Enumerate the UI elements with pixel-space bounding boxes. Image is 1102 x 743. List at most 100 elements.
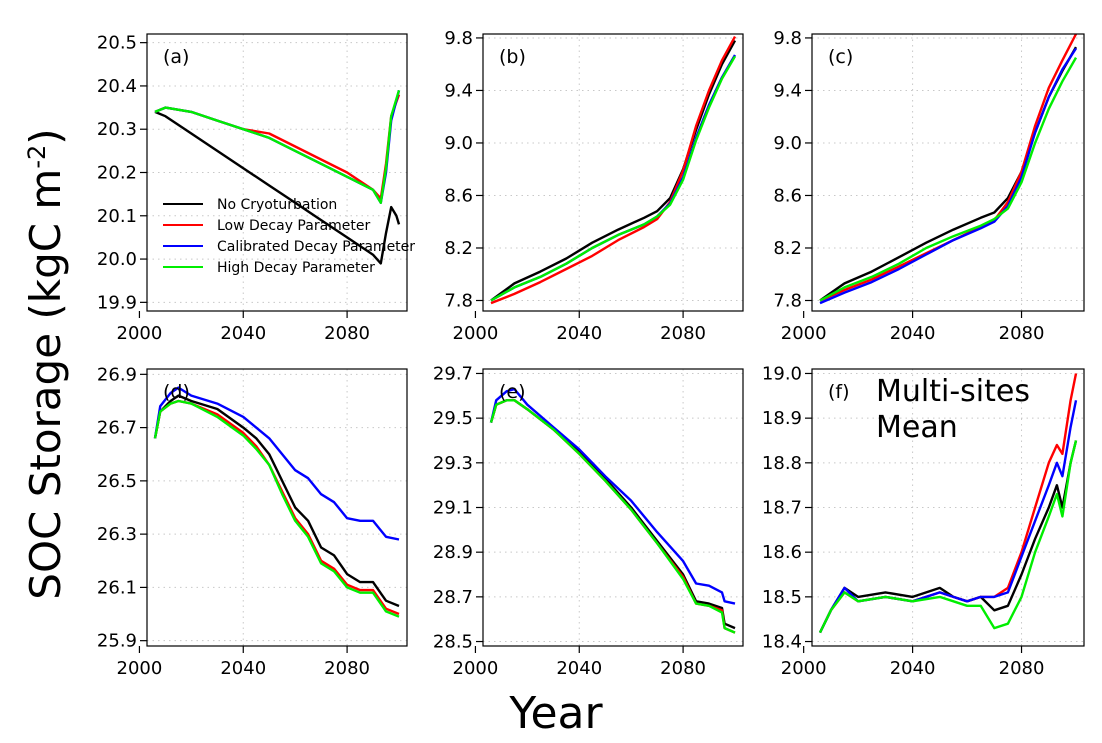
y-tick-label: 28.7 xyxy=(433,587,473,608)
y-tick-label: 20.5 xyxy=(97,33,137,54)
chart-panels: 2000 2040 2080 19.9 20.0 20.1 20.2 20.3 20.4 20.5… xyxy=(97,28,1085,679)
y-tick-label: 9.0 xyxy=(444,133,473,154)
y-tick-label: 25.9 xyxy=(97,631,137,652)
legend: No Cryoturbation Low Decay Parameter Calib… xyxy=(163,197,415,276)
series-line-high-decay-parameter xyxy=(153,399,400,618)
y-tick-label: 8.2 xyxy=(773,238,802,259)
legend-label-calibrated-decay-parameter: Calibrated Decay Parameter xyxy=(217,239,415,255)
y-tick-label: 26.9 xyxy=(97,364,137,385)
y-tick-label: 28.5 xyxy=(433,632,473,653)
y-tick-label: 19.9 xyxy=(97,292,137,313)
x-tick-label: 2000 xyxy=(117,323,163,344)
panel-label: (f) xyxy=(828,381,850,403)
y-tick-label: 7.8 xyxy=(773,290,802,311)
x-tick-label: 2080 xyxy=(660,323,706,344)
panel-c: 2000 2040 2080 7.8 8.2 8.6 9.0 9.4 9.8 (c) xyxy=(773,28,1085,344)
x-tick-label: 2040 xyxy=(890,323,936,344)
x-tick-label: 2000 xyxy=(781,323,827,344)
panel-label: (b) xyxy=(499,46,526,68)
series-line-low-decay-parameter xyxy=(489,399,736,634)
series-line-high-decay-parameter xyxy=(818,440,1078,634)
panel-label: (a) xyxy=(163,46,189,68)
y-tick-label: 29.5 xyxy=(433,408,473,429)
x-tick-label: 2040 xyxy=(556,658,602,679)
x-tick-label: 2040 xyxy=(556,323,602,344)
panel-annotation: Multi-sites xyxy=(876,374,1030,409)
y-tick-label: 18.4 xyxy=(762,632,802,653)
y-tick-label: 20.0 xyxy=(97,249,137,270)
x-tick-label: 2080 xyxy=(324,323,370,344)
y-tick-label: 8.2 xyxy=(444,238,473,259)
panel-label: (c) xyxy=(828,46,853,68)
panel-f: 2000 2040 2080 18.4 18.5 18.6 18.7 18.8 18.9 19.0… xyxy=(762,363,1085,679)
y-tick-label: 26.1 xyxy=(97,577,137,598)
y-tick-label: 20.1 xyxy=(97,206,137,227)
y-tick-label: 9.4 xyxy=(773,80,802,101)
y-tick-label: 29.1 xyxy=(433,498,473,519)
y-tick-label: 18.6 xyxy=(762,542,802,563)
x-tick-label: 2080 xyxy=(999,323,1045,344)
x-tick-label: 2040 xyxy=(220,658,266,679)
y-tick-label: 28.9 xyxy=(433,542,473,563)
y-tick-label: 20.4 xyxy=(97,76,137,97)
panel-b: 2000 2040 2080 7.8 8.2 8.6 9.0 9.4 9.8 (b) xyxy=(444,28,744,344)
panel-label: (d) xyxy=(163,381,190,403)
y-tick-label: 26.5 xyxy=(97,471,137,492)
series-line-no-cryoturbation xyxy=(819,46,1078,302)
series-line-low-decay-parameter xyxy=(819,33,1078,302)
y-tick-label: 18.9 xyxy=(762,408,802,429)
series-line-no-cryoturbation xyxy=(489,399,736,630)
x-tick-label: 2080 xyxy=(999,658,1045,679)
y-tick-label: 26.7 xyxy=(97,418,137,439)
x-tick-label: 2040 xyxy=(890,658,936,679)
series-line-high-decay-parameter xyxy=(819,57,1078,302)
x-tick-label: 2040 xyxy=(220,323,266,344)
panel-d: 2000 2040 2080 25.9 26.1 26.3 26.5 26.7 26.9 (d) xyxy=(97,364,408,679)
y-tick-label: 19.0 xyxy=(762,363,802,384)
series-line-calibrated-decay-parameter xyxy=(490,54,737,302)
y-tick-label: 18.5 xyxy=(762,587,802,608)
series-line-no-cryoturbation xyxy=(154,110,401,265)
y-tick-label: 29.3 xyxy=(433,453,473,474)
series-line-calibrated-decay-parameter xyxy=(489,387,736,605)
series-line-calibrated-decay-parameter xyxy=(153,386,400,541)
y-tick-label: 18.7 xyxy=(762,498,802,519)
y-axis-label: SOC Storage (kgC m-2) xyxy=(21,128,70,599)
panel-e: 2000 2040 2080 28.5 28.7 28.9 29.1 29.3 29.5 29.7… xyxy=(433,363,744,679)
y-tick-label: 26.3 xyxy=(97,524,137,545)
series-line-high-decay-parameter xyxy=(490,55,737,302)
series-line-low-decay-parameter xyxy=(490,36,737,305)
x-tick-label: 2080 xyxy=(324,658,370,679)
series-line-high-decay-parameter xyxy=(489,399,736,634)
legend-label-no-cryoturbation: No Cryoturbation xyxy=(217,197,337,213)
y-tick-label: 20.3 xyxy=(97,119,137,140)
x-tick-label: 2000 xyxy=(453,658,499,679)
y-tick-label: 9.4 xyxy=(444,80,473,101)
y-axis-label-main: SOC Storage (kgC m xyxy=(21,169,70,600)
y-tick-label: 9.8 xyxy=(444,28,473,49)
series-line-no-cryoturbation xyxy=(818,440,1078,634)
y-axis-label-sup: -2 xyxy=(23,145,51,169)
y-tick-label: 20.2 xyxy=(97,163,137,184)
y-tick-label: 8.6 xyxy=(444,185,473,206)
x-axis-label: Year xyxy=(508,688,603,739)
x-tick-label: 2000 xyxy=(117,658,163,679)
panel-annotation: Mean xyxy=(876,410,958,445)
series-line-low-decay-parameter xyxy=(154,94,401,200)
series-line-no-cryoturbation xyxy=(153,394,400,608)
panel-label: (e) xyxy=(499,381,526,403)
series-line-no-cryoturbation xyxy=(490,40,737,302)
y-tick-label: 9.0 xyxy=(773,133,802,154)
y-tick-label: 9.8 xyxy=(773,28,802,49)
y-tick-label: 7.8 xyxy=(444,290,473,311)
series-line-calibrated-decay-parameter xyxy=(819,47,1078,305)
legend-label-low-decay-parameter: Low Decay Parameter xyxy=(217,218,371,234)
y-tick-label: 18.8 xyxy=(762,453,802,474)
legend-label-high-decay-parameter: High Decay Parameter xyxy=(217,260,375,276)
plot-frame xyxy=(482,33,744,312)
series-line-calibrated-decay-parameter xyxy=(154,90,401,204)
plot-frame xyxy=(811,33,1085,312)
panel-a: 2000 2040 2080 19.9 20.0 20.1 20.2 20.3 20.4 20.5… xyxy=(97,33,415,344)
x-tick-label: 2080 xyxy=(660,658,706,679)
